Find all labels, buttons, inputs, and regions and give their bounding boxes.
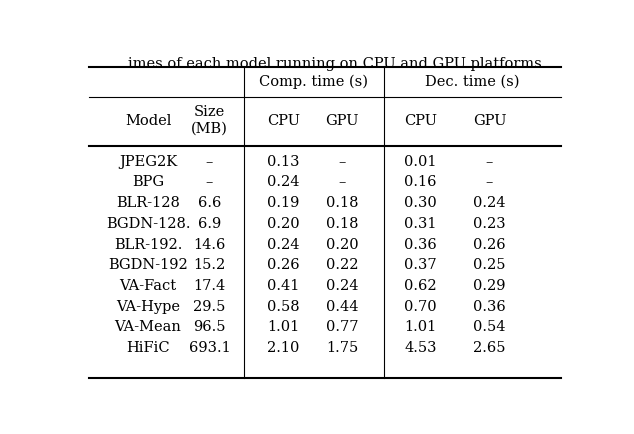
Text: 0.16: 0.16	[404, 175, 437, 189]
Text: 0.24: 0.24	[267, 175, 299, 189]
Text: –: –	[339, 155, 346, 169]
Text: 29.5: 29.5	[193, 300, 226, 314]
Text: 0.22: 0.22	[326, 258, 358, 272]
Text: 0.18: 0.18	[326, 217, 358, 231]
Text: 0.30: 0.30	[404, 196, 437, 210]
Text: 0.31: 0.31	[404, 217, 437, 231]
Text: 0.36: 0.36	[404, 237, 437, 252]
Text: 1.75: 1.75	[326, 341, 358, 355]
Text: HiFiC: HiFiC	[126, 341, 170, 355]
Text: 0.24: 0.24	[326, 279, 358, 293]
Text: 0.01: 0.01	[404, 155, 437, 169]
Text: Model: Model	[125, 114, 171, 128]
Text: GPU: GPU	[473, 114, 507, 128]
Text: BPG: BPG	[132, 175, 164, 189]
Text: VA-Mean: VA-Mean	[115, 320, 181, 335]
Text: 693.1: 693.1	[188, 341, 230, 355]
Text: VA-Fact: VA-Fact	[119, 279, 177, 293]
Text: 0.44: 0.44	[326, 300, 358, 314]
Text: 0.70: 0.70	[404, 300, 437, 314]
Text: –: –	[206, 155, 213, 169]
Text: 0.26: 0.26	[473, 237, 506, 252]
Text: 0.36: 0.36	[473, 300, 506, 314]
Text: 0.24: 0.24	[473, 196, 506, 210]
Text: 0.41: 0.41	[267, 279, 299, 293]
Text: 0.37: 0.37	[404, 258, 437, 272]
Text: 0.18: 0.18	[326, 196, 358, 210]
Text: Size
(MB): Size (MB)	[191, 105, 228, 136]
Text: 0.20: 0.20	[267, 217, 299, 231]
Text: 15.2: 15.2	[193, 258, 226, 272]
Text: 1.01: 1.01	[267, 320, 299, 335]
Text: GPU: GPU	[325, 114, 359, 128]
Text: 0.29: 0.29	[473, 279, 506, 293]
Text: 0.62: 0.62	[404, 279, 437, 293]
Text: Dec. time (s): Dec. time (s)	[425, 75, 520, 89]
Text: 0.23: 0.23	[473, 217, 506, 231]
Text: –: –	[486, 155, 493, 169]
Text: 17.4: 17.4	[193, 279, 226, 293]
Text: 6.6: 6.6	[198, 196, 221, 210]
Text: BLR-128: BLR-128	[116, 196, 180, 210]
Text: imes of each model running on CPU and GPU platforms: imes of each model running on CPU and GP…	[128, 57, 541, 71]
Text: 0.20: 0.20	[326, 237, 358, 252]
Text: Comp. time (s): Comp. time (s)	[259, 74, 368, 89]
Text: 2.10: 2.10	[267, 341, 299, 355]
Text: 96.5: 96.5	[193, 320, 226, 335]
Text: CPU: CPU	[267, 114, 300, 128]
Text: CPU: CPU	[404, 114, 437, 128]
Text: 0.19: 0.19	[267, 196, 299, 210]
Text: JPEG2K: JPEG2K	[119, 155, 177, 169]
Text: 0.77: 0.77	[326, 320, 358, 335]
Text: 6.9: 6.9	[198, 217, 221, 231]
Text: BLR-192.: BLR-192.	[114, 237, 182, 252]
Text: 4.53: 4.53	[404, 341, 437, 355]
Text: BGDN-192: BGDN-192	[108, 258, 188, 272]
Text: 0.54: 0.54	[473, 320, 506, 335]
Text: VA-Hype: VA-Hype	[116, 300, 180, 314]
Text: BGDN-128.: BGDN-128.	[106, 217, 190, 231]
Text: 2.65: 2.65	[473, 341, 506, 355]
Text: 14.6: 14.6	[193, 237, 226, 252]
Text: –: –	[486, 175, 493, 189]
Text: –: –	[206, 175, 213, 189]
Text: –: –	[339, 175, 346, 189]
Text: 0.24: 0.24	[267, 237, 299, 252]
Text: 0.25: 0.25	[473, 258, 506, 272]
Text: 1.01: 1.01	[404, 320, 437, 335]
Text: 0.13: 0.13	[267, 155, 299, 169]
Text: 0.26: 0.26	[267, 258, 299, 272]
Text: 0.58: 0.58	[267, 300, 299, 314]
